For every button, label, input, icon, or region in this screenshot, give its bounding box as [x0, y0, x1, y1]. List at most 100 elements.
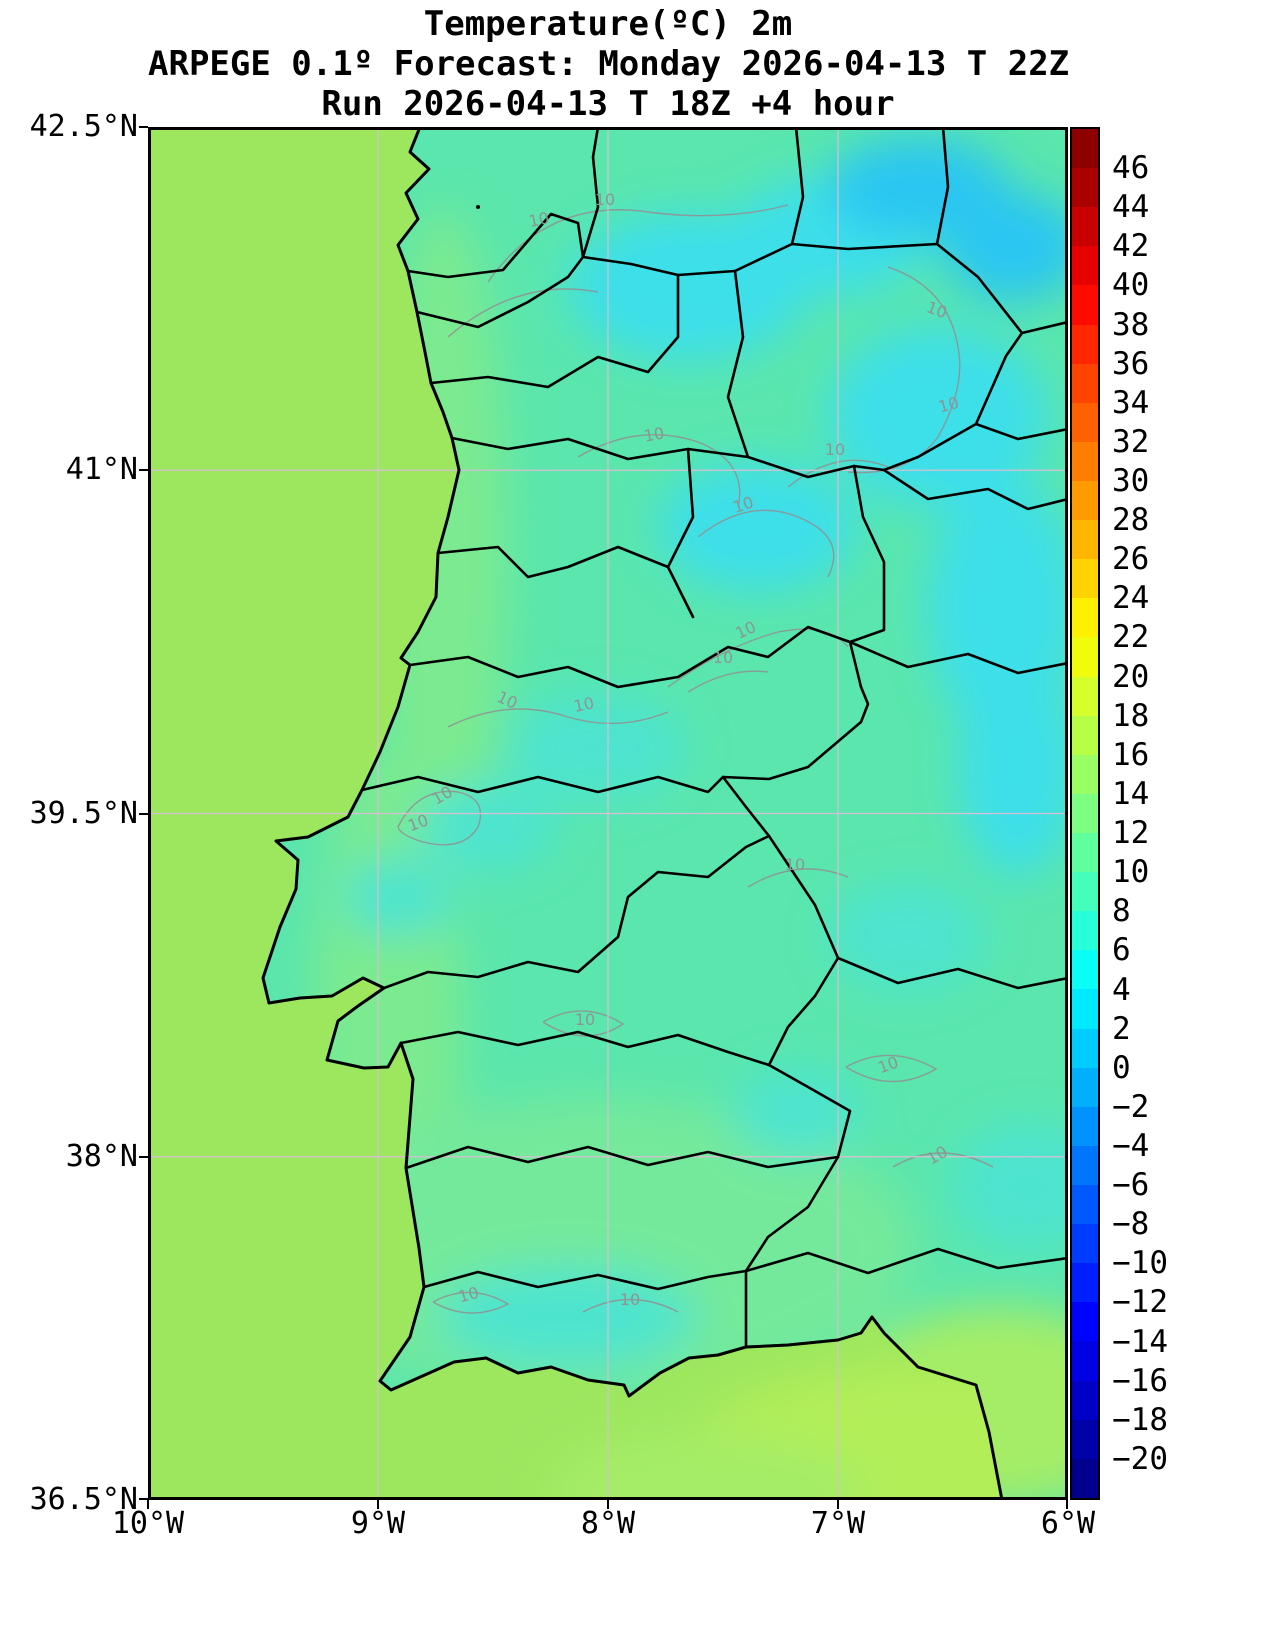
province-line — [836, 956, 1068, 990]
colorbar-tick-label: 36 — [1112, 345, 1150, 382]
y-axis-tick — [139, 1156, 148, 1158]
colorbar-cell — [1072, 1263, 1098, 1303]
province-line — [1020, 320, 1068, 335]
temp-patch — [548, 1432, 868, 1500]
y-axis-label: 38°N — [65, 1138, 138, 1174]
colorbar-cell — [1072, 793, 1098, 833]
colorbar-tick-label: 26 — [1112, 541, 1150, 578]
colorbar-cell — [1072, 715, 1098, 755]
contour-label: 10 — [713, 648, 733, 667]
colorbar-tick-label: 16 — [1112, 736, 1150, 773]
district-line — [415, 255, 585, 329]
colorbar-tick-label: 30 — [1112, 463, 1150, 500]
colorbar-tick-label: −20 — [1112, 1440, 1168, 1477]
colorbar-tick-label: 4 — [1112, 971, 1131, 1008]
temp-patch — [828, 882, 988, 992]
colorbar-tick-label: 12 — [1112, 815, 1150, 852]
district-line — [399, 1030, 771, 1067]
colorbar-cell — [1072, 1067, 1098, 1107]
colorbar-cell — [1072, 754, 1098, 794]
colorbar-cell — [1072, 559, 1098, 599]
gridlines — [148, 127, 1068, 1500]
temp-patch — [418, 782, 558, 872]
district-line — [382, 834, 771, 990]
colorbar-cell — [1072, 363, 1098, 403]
colorbar-cell — [1072, 598, 1098, 638]
contour-line — [447, 708, 669, 728]
district-line — [450, 436, 856, 479]
colorbar-tick-label: 10 — [1112, 854, 1150, 891]
contour-label: 10 — [572, 693, 596, 716]
contour-line — [892, 1152, 994, 1168]
colorbar — [1070, 127, 1100, 1500]
colorbar-cell — [1072, 520, 1098, 560]
colorbar-cell — [1072, 129, 1098, 169]
district-line — [666, 447, 695, 619]
y-axis-tick — [139, 813, 148, 815]
colorbar-tick-label: 6 — [1112, 932, 1131, 969]
colorbar-cell — [1072, 1341, 1098, 1381]
colorbar-cell — [1072, 480, 1098, 521]
x-axis-label: 6°W — [1040, 1506, 1096, 1541]
colorbar-cell — [1072, 168, 1098, 208]
colorbar-tick-label: −2 — [1112, 1088, 1150, 1125]
colorbar-cell — [1072, 441, 1098, 481]
colorbar-cell — [1072, 1458, 1098, 1498]
temp-patch — [943, 192, 1068, 302]
province-line — [935, 127, 950, 246]
y-axis-tick — [139, 469, 148, 471]
district-line — [726, 269, 750, 459]
x-axis-tick — [837, 1500, 839, 1509]
contour-line — [687, 670, 769, 693]
colorbar-cell — [1072, 324, 1098, 364]
temp-patch — [828, 327, 1048, 507]
colorbar-ticks: 46 44 42 40 38 36 34 32 30 28 26 24 22 20 18 16 14 12 10 8 6… — [1112, 127, 1262, 1507]
temp-patch — [733, 1067, 863, 1157]
x-axis-label: 8°W — [580, 1506, 636, 1541]
colorbar-tick-label: −14 — [1112, 1323, 1168, 1360]
colorbar-cell — [1072, 1302, 1098, 1342]
colorbar-tick-label: −10 — [1112, 1245, 1168, 1282]
page-title: Temperature(ºC) 2m — [423, 4, 793, 44]
colorbar-tick-label: −4 — [1112, 1127, 1150, 1164]
colorbar-tick-label: 8 — [1112, 893, 1131, 930]
temp-patch — [658, 462, 858, 592]
temp-patch — [508, 692, 688, 802]
contour-line — [397, 790, 482, 846]
ocean-temperature-patches — [548, 1362, 1068, 1500]
colorbar-cell — [1072, 1028, 1098, 1068]
colorbar-tick-label: 20 — [1112, 658, 1150, 695]
colorbar-tick-label: 18 — [1112, 697, 1150, 734]
colorbar-tick-label: 42 — [1112, 228, 1150, 265]
temp-patch — [278, 1097, 918, 1397]
contour-label: 10 — [936, 393, 961, 417]
contour-line — [845, 1054, 938, 1083]
contour-label: 10 — [620, 1290, 640, 1309]
colorbar-cell — [1072, 246, 1098, 286]
colorbar-tick-label: 2 — [1112, 1010, 1131, 1047]
y-axis-label: 41°N — [65, 451, 138, 487]
district-line — [436, 545, 670, 579]
colorbar-tick-label: 0 — [1112, 1049, 1131, 1086]
colorbar-cell — [1072, 911, 1098, 951]
admin-boundaries — [360, 127, 1068, 1349]
map-frame — [148, 127, 1068, 1500]
colorbar-tick-label: 34 — [1112, 384, 1150, 421]
x-axis-label: 10°W — [111, 1506, 185, 1541]
district-line — [422, 1269, 748, 1291]
province-line — [744, 1247, 1068, 1275]
contour-label: 10 — [642, 423, 665, 445]
colorbar-cell — [1072, 207, 1098, 247]
colorbar-tick-label: 44 — [1112, 189, 1150, 226]
colorbar-cell — [1072, 989, 1098, 1029]
islet-dot — [476, 205, 480, 209]
y-axis-tick — [139, 126, 148, 128]
x-axis-tick — [377, 1500, 379, 1509]
x-axis-label: 9°W — [350, 1506, 406, 1541]
colorbar-cell — [1072, 1380, 1098, 1420]
y-axis-label: 39.5°N — [29, 795, 138, 831]
contour-label: 10 — [456, 1283, 481, 1307]
colorbar-tick-label: −8 — [1112, 1206, 1150, 1243]
run-subtitle: Run 2026-04-13 T 18Z +4 hour — [321, 84, 895, 124]
province-line — [790, 127, 805, 246]
